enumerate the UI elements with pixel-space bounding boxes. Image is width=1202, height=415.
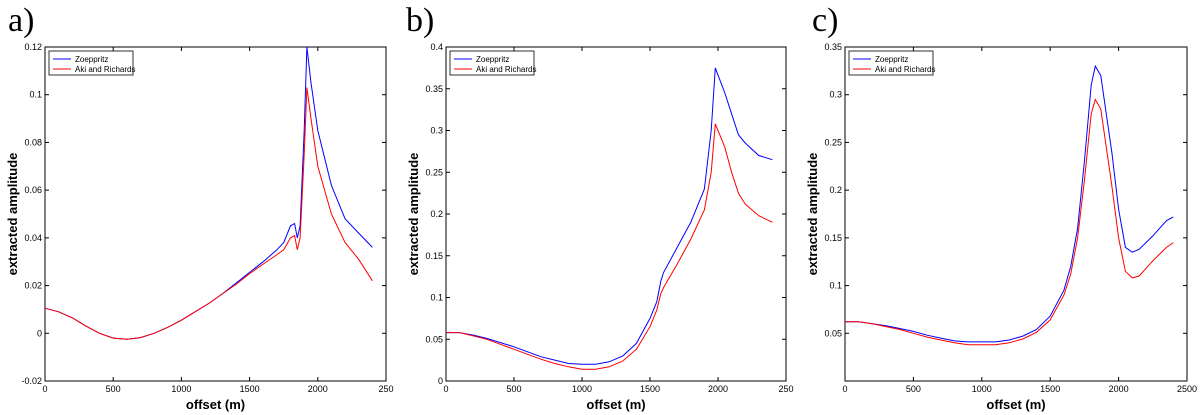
legend-entry: Aki and Richards xyxy=(75,65,135,74)
series-line-zoeppritz xyxy=(845,64,1174,343)
y-tick-label: 0.06 xyxy=(24,185,42,195)
legend-entry: Zoeppritz xyxy=(476,55,509,64)
legend-box xyxy=(48,50,134,76)
y-tick-label: 0.25 xyxy=(824,137,842,147)
y-tick-label: 0.02 xyxy=(24,281,42,291)
legend-entry: Zoeppritz xyxy=(875,55,908,64)
plot-frame xyxy=(844,46,1188,382)
x-tick-label: 2000 xyxy=(708,384,728,394)
y-axis-title: extracted amplitude xyxy=(5,153,20,276)
y-tick-label: -0.02 xyxy=(21,376,42,386)
y-tick-label: 0.35 xyxy=(824,42,842,52)
x-axis-title: offset (m) xyxy=(586,397,645,412)
x-tick-label: 1000 xyxy=(972,384,992,394)
y-tick-label: 0.15 xyxy=(425,251,443,261)
chart-panel-0: 0 500 1000 1500 2000 250-0.0200.020.040.060.0… xyxy=(5,42,394,412)
y-tick-label: 0.12 xyxy=(24,42,42,52)
y-tick-label: 0.08 xyxy=(24,137,42,147)
plot-frame xyxy=(445,46,787,382)
y-tick-label: 0.05 xyxy=(425,334,443,344)
y-axis-title: extracted amplitude xyxy=(805,153,820,276)
chart-panel-2: 0 500 1000 1500 2000 2500 0.05 0.1 0.15 0.2 0.25 0.… xyxy=(805,42,1197,412)
y-tick-label: 0.1 xyxy=(430,293,443,303)
y-tick-label: 0.04 xyxy=(24,233,42,243)
y-tick-label: 0.35 xyxy=(425,84,443,94)
series-line-aki-richards xyxy=(446,123,773,370)
plot-frame xyxy=(44,46,387,382)
y-tick-label: 0.3 xyxy=(829,90,842,100)
y-tick-label: 0.2 xyxy=(430,209,443,219)
series-line-aki-richards xyxy=(845,98,1174,346)
y-tick-label: 0.4 xyxy=(430,42,443,52)
x-tick-label: 0 xyxy=(42,384,47,394)
y-axis-title: extracted amplitude xyxy=(406,153,421,276)
y-tick-label: 0.1 xyxy=(29,90,42,100)
x-tick-label: 0 xyxy=(443,384,448,394)
x-tick-label: 0 xyxy=(842,384,847,394)
x-axis-title: offset (m) xyxy=(186,397,245,412)
panel-label-a: a) xyxy=(8,2,35,39)
series-line-zoeppritz xyxy=(446,67,773,365)
x-axis-title: offset (m) xyxy=(986,397,1045,412)
legend-box xyxy=(848,50,934,76)
legend-entry: Aki and Richards xyxy=(875,65,935,74)
panel-label-b: b) xyxy=(406,2,435,39)
x-tick-label: 1000 xyxy=(171,384,191,394)
legend-box xyxy=(449,50,535,76)
x-tick-label: 250 xyxy=(778,384,793,394)
x-tick-label: 500 xyxy=(106,384,121,394)
y-tick-label: 0.05 xyxy=(824,328,842,338)
y-tick-label: 0.25 xyxy=(425,167,443,177)
series-line-aki-richards xyxy=(44,87,373,340)
x-tick-label: 250 xyxy=(378,384,393,394)
y-tick-label: 0 xyxy=(37,328,42,338)
y-tick-label: 0.1 xyxy=(829,281,842,291)
y-tick-label: 0 xyxy=(438,376,443,386)
x-tick-label: 2000 xyxy=(1109,384,1129,394)
chart-panel-1: 0 500 1000 1500 2000 25000.050.10.150.20.250.… xyxy=(406,42,794,412)
x-tick-label: 500 xyxy=(506,384,521,394)
legend-entry: Aki and Richards xyxy=(476,65,536,74)
legend-entry: Zoeppritz xyxy=(75,55,108,64)
x-tick-label: 2000 xyxy=(308,384,328,394)
x-tick-label: 500 xyxy=(906,384,921,394)
x-tick-label: 1500 xyxy=(640,384,660,394)
panel-label-c: c) xyxy=(812,2,839,39)
x-tick-label: 1000 xyxy=(572,384,592,394)
y-tick-label: 0.3 xyxy=(430,126,443,136)
y-tick-label: 0.2 xyxy=(829,185,842,195)
y-tick-label: 0.15 xyxy=(824,233,842,243)
x-tick-label: 1500 xyxy=(240,384,260,394)
x-tick-label: 1500 xyxy=(1040,384,1060,394)
x-tick-label: 2500 xyxy=(1177,384,1197,394)
